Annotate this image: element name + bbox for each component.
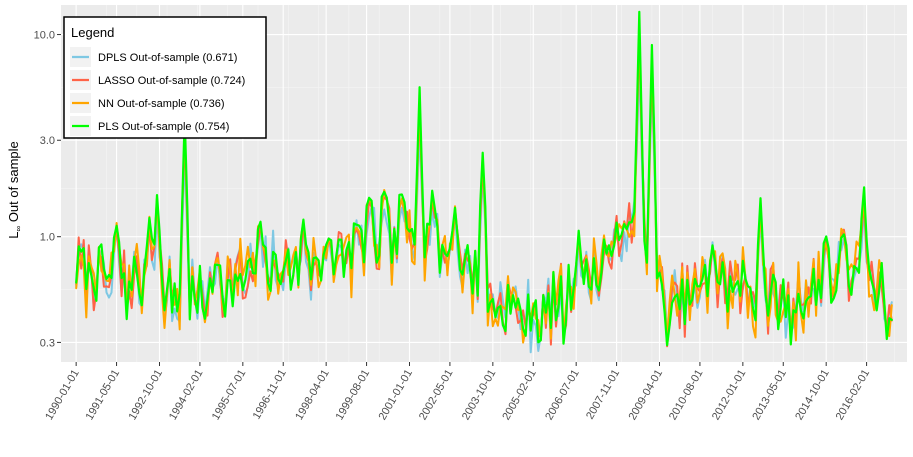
x-tick-label: 1999-08-01 <box>334 368 373 423</box>
legend-title: Legend <box>71 25 114 40</box>
y-axis-title-main: L <box>6 232 21 239</box>
x-tick-label: 2014-10-01 <box>793 368 832 423</box>
y-axis-title-rest: Out of sample <box>6 141 21 226</box>
x-tick-label: 1995-07-01 <box>210 368 249 423</box>
legend-entries: DPLS Out-of-sample (0.671) LASSO Out-of-s… <box>70 47 245 136</box>
x-tick-label: 2009-04-01 <box>627 368 666 423</box>
x-tick-label: 1990-01-01 <box>43 368 82 423</box>
x-tick-label: 2001-01-01 <box>377 368 416 423</box>
x-axis: 1990-01-01 1991-05-01 1992-10-01 1994-02-01… <box>43 362 872 422</box>
legend: Legend DPLS Out-of-sample (0.671) LASSO O… <box>63 16 267 139</box>
y-tick-label: 10.0 <box>34 30 55 42</box>
x-tick-label: 2013-05-01 <box>750 368 789 423</box>
x-tick-label: 2005-02-01 <box>500 368 539 423</box>
series-line-pls <box>75 10 893 347</box>
x-tick-label: 2010-08-01 <box>667 368 706 423</box>
y-axis-title: L∞ Out of sample <box>6 141 23 238</box>
legend-box <box>63 16 267 139</box>
y-tick-label: 0.3 <box>40 337 55 349</box>
x-tick-label: 1998-04-01 <box>293 368 332 423</box>
y-tick-label: 3.0 <box>40 135 55 147</box>
legend-label: PLS Out-of-sample (0.754) <box>98 121 229 133</box>
x-tick-label: 1994-02-01 <box>167 368 206 423</box>
x-tick-label: 1991-05-01 <box>84 368 123 423</box>
x-tick-label: 1996-11-01 <box>251 368 289 422</box>
x-tick-label: 2007-11-01 <box>584 368 622 422</box>
legend-label: NN Out-of-sample (0.736) <box>98 98 225 110</box>
x-tick-label: 1992-10-01 <box>127 368 166 423</box>
x-tick-label: 2003-10-01 <box>460 368 499 423</box>
major-gridlines <box>61 5 907 362</box>
x-tick-label: 2002-05-01 <box>417 368 456 423</box>
series-lines <box>75 10 893 354</box>
y-axis-title-sub: ∞ <box>14 226 23 232</box>
y-axis: 0.3 1.0 3.0 10.0 <box>34 30 61 349</box>
x-tick-label: 2006-07-01 <box>543 368 582 423</box>
x-tick-label: 2012-01-01 <box>710 368 749 423</box>
legend-label: DPLS Out-of-sample (0.671) <box>98 52 237 64</box>
x-tick-label: 2016-02-01 <box>834 368 873 423</box>
legend-label: LASSO Out-of-sample (0.724) <box>98 75 245 87</box>
y-tick-label: 1.0 <box>40 232 55 244</box>
